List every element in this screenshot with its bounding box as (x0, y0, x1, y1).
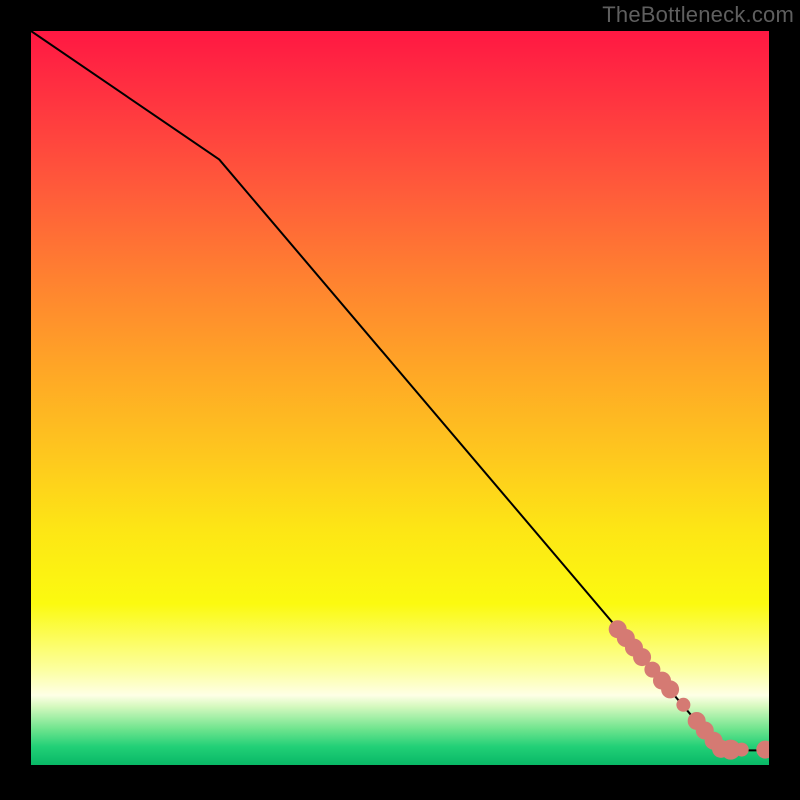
chart-frame: TheBottleneck.com (0, 0, 800, 800)
watermark-text: TheBottleneck.com (602, 2, 794, 28)
chart-svg (31, 31, 769, 765)
data-marker (735, 743, 749, 757)
data-marker (676, 698, 690, 712)
plot-background (31, 31, 769, 765)
data-marker (661, 680, 679, 698)
